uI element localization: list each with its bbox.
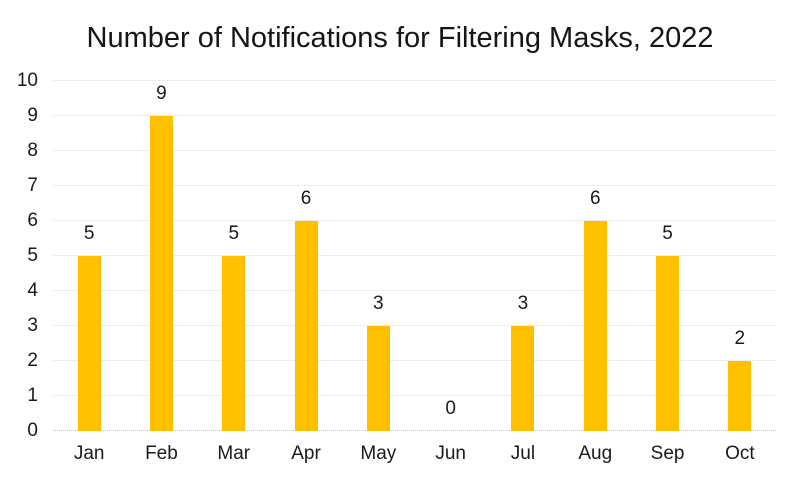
gridline-y7 — [53, 185, 776, 186]
x-tick-label-jun: Jun — [435, 443, 466, 464]
bar-oct — [728, 361, 752, 431]
bar-apr — [294, 221, 318, 431]
x-tick-label-aug: Aug — [578, 443, 613, 464]
y-tick-label-0: 0 — [27, 420, 38, 441]
gridline-y3 — [53, 325, 776, 326]
x-tick-label-feb: Feb — [145, 443, 178, 464]
x-tick-label-may: May — [360, 443, 397, 464]
y-tick-label-4: 4 — [27, 280, 38, 301]
gridline-y6 — [53, 220, 776, 221]
y-tick-label-5: 5 — [27, 245, 38, 266]
bar-value-label-oct: 2 — [734, 328, 746, 349]
bar-value-label-sep: 5 — [662, 223, 673, 244]
y-tick-label-8: 8 — [27, 140, 38, 161]
bar-feb — [149, 116, 173, 431]
gridline-y9 — [53, 115, 776, 116]
y-tick-label-1: 1 — [27, 385, 38, 406]
x-axis-line — [53, 430, 776, 431]
bar-value-label-jun: 0 — [445, 398, 456, 419]
bar-value-label-aug: 6 — [589, 188, 601, 209]
gridline-y4 — [53, 290, 776, 291]
bar-aug — [583, 221, 607, 431]
plot-area: 5 9 5 6 3 0 3 6 5 2 — [53, 80, 776, 431]
y-tick-label-6: 6 — [27, 210, 38, 231]
bar-jul — [511, 326, 535, 431]
chart-title: Number of Notifications for Filtering Ma… — [86, 22, 714, 54]
bar-may — [366, 326, 390, 431]
y-tick-label-10: 10 — [16, 70, 38, 91]
bar-value-label-may: 3 — [373, 293, 384, 314]
x-tick-label-oct: Oct — [725, 443, 755, 464]
bar-value-label-jan: 5 — [83, 223, 95, 244]
gridline-y5 — [53, 255, 776, 256]
y-tick-label-7: 7 — [27, 175, 38, 196]
gridline-y8 — [53, 150, 776, 151]
y-tick-label-2: 2 — [27, 350, 38, 371]
y-tick-label-3: 3 — [27, 315, 38, 336]
x-tick-label-jan: Jan — [73, 443, 105, 464]
gridline-y10 — [53, 80, 776, 81]
y-tick-label-9: 9 — [27, 105, 38, 126]
bar-value-label-feb: 9 — [156, 83, 167, 104]
bar-sep — [656, 256, 680, 431]
x-tick-label-mar: Mar — [217, 443, 251, 464]
bar-value-label-mar: 5 — [228, 223, 240, 244]
gridline-y1 — [53, 395, 776, 396]
bar-jan — [77, 256, 101, 431]
bar-value-label-apr: 6 — [300, 188, 312, 209]
x-tick-label-sep: Sep — [650, 443, 685, 464]
gridline-y2 — [53, 360, 776, 361]
bar-mar — [222, 256, 246, 431]
bar-value-label-jul: 3 — [517, 293, 529, 314]
x-tick-label-jul: Jul — [510, 443, 536, 464]
x-tick-label-apr: Apr — [291, 443, 321, 464]
